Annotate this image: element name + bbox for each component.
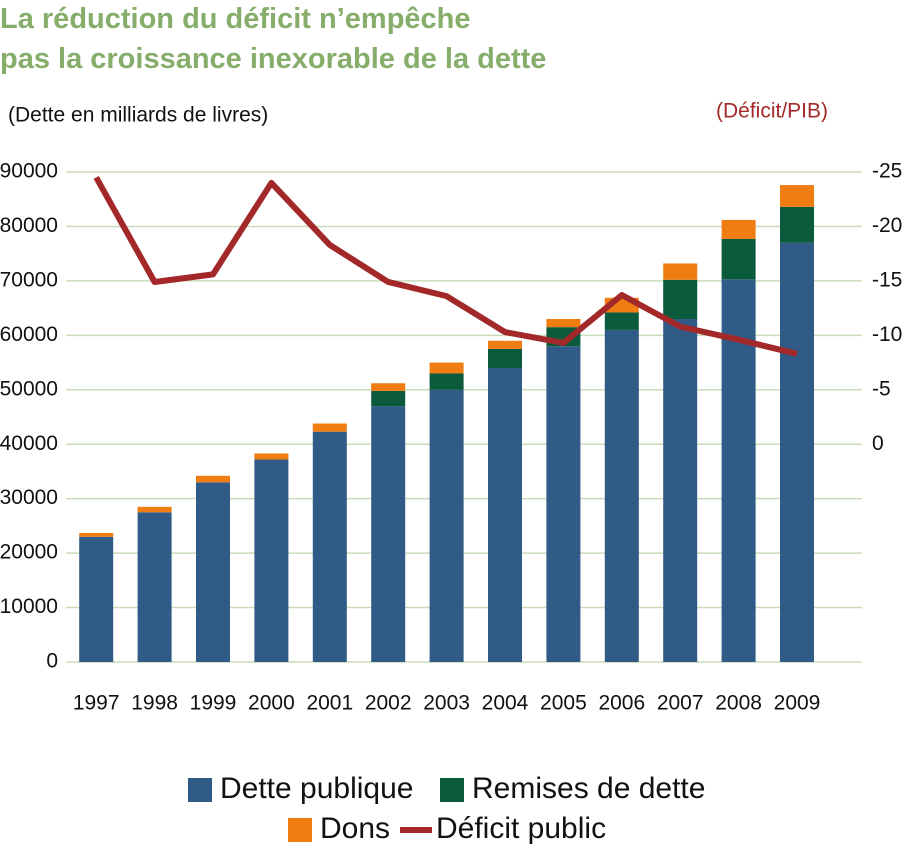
y-tick-label: 60000 xyxy=(0,323,58,346)
x-tick-label: 2001 xyxy=(306,692,353,715)
bar-segment xyxy=(196,475,230,483)
x-tick-label: 1999 xyxy=(190,692,237,715)
x-tick-label: 2005 xyxy=(540,692,587,715)
bar-segment xyxy=(780,242,814,662)
bar-segment xyxy=(371,390,406,407)
bar-segment xyxy=(488,348,522,368)
line xyxy=(93,175,798,357)
bar-segment xyxy=(429,389,464,662)
bar-segment xyxy=(79,536,114,662)
y2-tick-label: -25 xyxy=(872,160,902,183)
bar-segment xyxy=(663,263,698,280)
bar-segment xyxy=(546,346,581,662)
chart-title: pas la croissance inexorable de la dette xyxy=(0,43,546,75)
bar-segment xyxy=(604,329,639,662)
bar-segment xyxy=(137,506,172,513)
bar-segment xyxy=(780,185,814,207)
bar-segment xyxy=(429,373,464,390)
bar-segment xyxy=(721,219,756,239)
y2-tick-label: 0 xyxy=(872,432,884,455)
legend-label: Déficit public xyxy=(436,812,606,845)
bar-segment xyxy=(663,279,698,319)
bar-segment xyxy=(604,312,639,330)
bar-segment xyxy=(371,383,406,391)
y-tick-label: 50000 xyxy=(0,377,58,400)
legend-label: Dette publique xyxy=(220,772,413,805)
bar-segment xyxy=(254,459,289,662)
x-tick-label: 2006 xyxy=(598,692,645,715)
y-tick-label: 90000 xyxy=(0,160,58,183)
legend-swatch xyxy=(288,818,312,842)
y-tick-label: 70000 xyxy=(0,268,58,291)
x-tick-label: 2008 xyxy=(715,692,762,715)
y-axis-label: (Dette en milliards de livres) xyxy=(8,104,268,127)
bar-segment xyxy=(312,423,347,432)
legend-label: Dons xyxy=(320,812,390,845)
bar-segment xyxy=(780,206,814,243)
y2-tick-label: -5 xyxy=(872,377,891,400)
bar-segment xyxy=(429,362,464,374)
bar-segment xyxy=(721,238,756,280)
chart-title: La réduction du déficit n’empêche xyxy=(0,3,471,35)
bar-segment xyxy=(371,406,406,662)
x-tick-label: 2007 xyxy=(657,692,704,715)
x-tick-label: 1998 xyxy=(131,692,178,715)
x-tick-label: 2000 xyxy=(248,692,295,715)
y-tick-label: 30000 xyxy=(0,486,58,509)
bar-segment xyxy=(663,319,698,662)
legend-swatch xyxy=(440,778,464,802)
x-tick-label: 2004 xyxy=(482,692,529,715)
y-tick-label: 40000 xyxy=(0,432,58,455)
bar-segment xyxy=(312,431,347,662)
y2-tick-label: -20 xyxy=(872,214,902,237)
legend-swatch xyxy=(188,778,212,802)
bar-segment xyxy=(79,532,114,537)
x-tick-label: 2009 xyxy=(774,692,821,715)
y-tick-label: 80000 xyxy=(0,214,58,237)
x-tick-label: 2003 xyxy=(423,692,470,715)
bar-segment xyxy=(137,512,172,662)
y-tick-label: 20000 xyxy=(0,541,58,564)
bar-segment xyxy=(546,319,581,328)
bar-segment xyxy=(488,368,522,662)
x-tick-label: 2002 xyxy=(365,692,412,715)
y2-tick-label: -15 xyxy=(872,268,902,291)
bar-segment xyxy=(254,453,289,460)
legend-label: Remises de dette xyxy=(472,772,705,805)
bar-segment xyxy=(488,340,522,349)
y-tick-label: 10000 xyxy=(0,595,58,618)
y2-axis-label: (Déficit/PIB) xyxy=(716,100,828,123)
y2-tick-label: -10 xyxy=(872,323,902,346)
x-tick-label: 1997 xyxy=(73,692,120,715)
bar-segment xyxy=(196,482,230,662)
y-tick-label: 0 xyxy=(46,650,58,673)
